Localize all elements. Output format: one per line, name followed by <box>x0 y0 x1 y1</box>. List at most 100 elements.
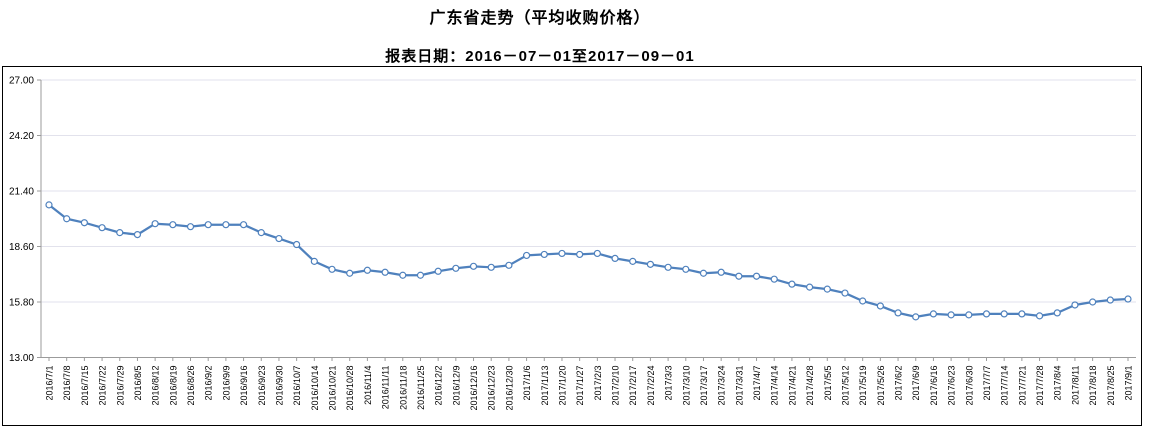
data-point-marker <box>629 257 637 265</box>
x-tick-label: 2017/4/7 <box>752 366 762 401</box>
x-tick-label: 2017/7/14 <box>1000 366 1010 406</box>
data-point-marker <box>982 310 991 318</box>
x-tick-label: 2016/11/11 <box>381 366 391 410</box>
x-tick-label: 2017/3/3 <box>664 366 674 401</box>
x-tick-label: 2016/9/30 <box>274 366 284 406</box>
x-tick-label: 2017/7/7 <box>982 366 992 401</box>
x-tick-label: 2016/11/25 <box>416 366 426 410</box>
x-tick-label: 2016/12/16 <box>469 366 479 411</box>
x-tick-label: 2017/8/4 <box>1053 366 1063 401</box>
data-point-marker <box>522 251 531 260</box>
chart-frame: 27.00 24.20 21.40 18.60 15.80 13.00 2016/7/1 20… <box>2 66 1142 426</box>
x-tick-label: 2017/5/19 <box>858 366 868 406</box>
x-tick-label: 2016/8/26 <box>186 366 196 406</box>
data-point-marker <box>63 215 71 223</box>
x-tick-label: 2017/8/11 <box>1070 366 1080 405</box>
x-tick-label: 2017/6/30 <box>964 366 974 406</box>
x-tick-label: 2017/1/13 <box>540 366 550 406</box>
x-tick-label: 2017/6/9 <box>911 366 921 401</box>
x-tick-label: 2017/8/25 <box>1106 366 1116 406</box>
x-tick-label: 2017/1/6 <box>522 366 532 401</box>
x-tick-label: 2016/7/22 <box>98 366 108 406</box>
data-point-marker <box>1089 298 1097 306</box>
data-point-marker <box>275 234 283 243</box>
data-point-marker <box>806 283 814 291</box>
x-tick-label: 2016/7/8 <box>62 366 72 401</box>
data-point-marker <box>1053 309 1061 317</box>
data-point-marker <box>505 261 513 269</box>
x-tick-label: 2017/1/20 <box>557 366 567 406</box>
x-tick-label: 2016/12/30 <box>504 365 514 410</box>
x-tick-label: 2016/10/21 <box>328 366 338 411</box>
x-tick-label: 2016/12/9 <box>451 366 461 406</box>
x-tick-label: 2016/7/15 <box>80 366 90 406</box>
data-point-marker <box>328 265 336 273</box>
x-tick-label: 2016/9/9 <box>221 366 231 401</box>
data-point-marker <box>664 263 672 271</box>
x-tick-label: 2016/10/14 <box>310 366 320 411</box>
trend-line-chart: 27.00 24.20 21.40 18.60 15.80 13.00 2016/7/1 20… <box>9 76 1136 411</box>
x-tick-label: 2017/5/12 <box>840 366 850 406</box>
x-tick-label: 2016/10/28 <box>345 366 355 411</box>
x-tick-label: 2016/8/5 <box>133 366 143 401</box>
x-tick-label: 2017/7/21 <box>1017 366 1027 406</box>
x-tick-label: 2016/12/23 <box>487 366 497 411</box>
x-tick-label: 2017/4/28 <box>805 366 815 406</box>
data-point-marker <box>735 272 743 280</box>
data-point-marker <box>611 254 619 262</box>
data-point-marker <box>1035 312 1044 320</box>
data-point-marker <box>151 220 159 228</box>
data-point-marker <box>381 268 389 276</box>
data-point-marker <box>947 311 955 319</box>
data-point-marker <box>646 260 655 268</box>
y-tick-label: 18.60 <box>9 242 34 253</box>
data-point-marker <box>717 268 725 276</box>
data-point-marker <box>894 309 902 317</box>
x-tick-label: 2017/2/3 <box>593 366 603 401</box>
data-point-marker <box>239 221 248 229</box>
y-tick-label: 15.80 <box>9 298 34 309</box>
x-tick-label: 2017/9/1 <box>1124 366 1134 401</box>
data-point-marker <box>876 302 884 310</box>
x-tick-label: 2017/5/5 <box>823 366 833 401</box>
price-trend-line <box>47 203 1130 318</box>
data-point-marker <box>434 267 442 275</box>
x-tick-label: 2016/11/4 <box>363 366 373 405</box>
data-point-marker <box>770 275 778 283</box>
x-tick-label: 2016/11/18 <box>398 366 408 410</box>
data-point-marker <box>399 271 407 279</box>
data-point-marker <box>841 289 849 297</box>
data-point-marker <box>682 265 690 273</box>
data-point-marker <box>929 310 938 318</box>
data-point-marker <box>823 285 831 293</box>
data-point-marker <box>80 219 88 227</box>
x-tick-label: 2017/4/21 <box>787 366 797 406</box>
data-point-marker <box>293 240 301 249</box>
data-point-marker <box>469 262 478 270</box>
data-point-marker <box>912 313 920 321</box>
x-tick-label: 2016/9/16 <box>239 366 249 406</box>
data-point-marker <box>45 201 53 209</box>
data-point-marker <box>363 266 371 274</box>
data-point-marker <box>416 271 425 279</box>
data-point-marker <box>204 221 212 229</box>
data-point-marker <box>593 249 601 258</box>
x-tick-label: 2017/4/14 <box>770 366 780 406</box>
data-point-marker <box>576 250 584 259</box>
x-tick-label: 2017/2/24 <box>646 366 656 406</box>
chart-subtitle: 报表日期：2016－07－01至2017－09－01 <box>385 48 695 65</box>
x-tick-label: 2017/6/23 <box>947 366 957 406</box>
y-tick-label: 13.00 <box>9 353 34 364</box>
x-tick-label: 2017/2/10 <box>611 366 621 406</box>
data-point-marker <box>487 263 495 271</box>
data-point-marker <box>1106 296 1114 304</box>
x-tick-label: 2017/3/17 <box>699 366 709 406</box>
data-point-marker <box>965 311 973 319</box>
x-tick-label: 2016/7/1 <box>45 366 55 401</box>
y-tick-label: 24.20 <box>9 131 34 142</box>
x-tick-label: 2017/5/26 <box>876 366 886 406</box>
data-point-marker <box>699 269 708 277</box>
data-point-marker <box>186 223 195 231</box>
data-point-marker <box>1000 310 1008 318</box>
